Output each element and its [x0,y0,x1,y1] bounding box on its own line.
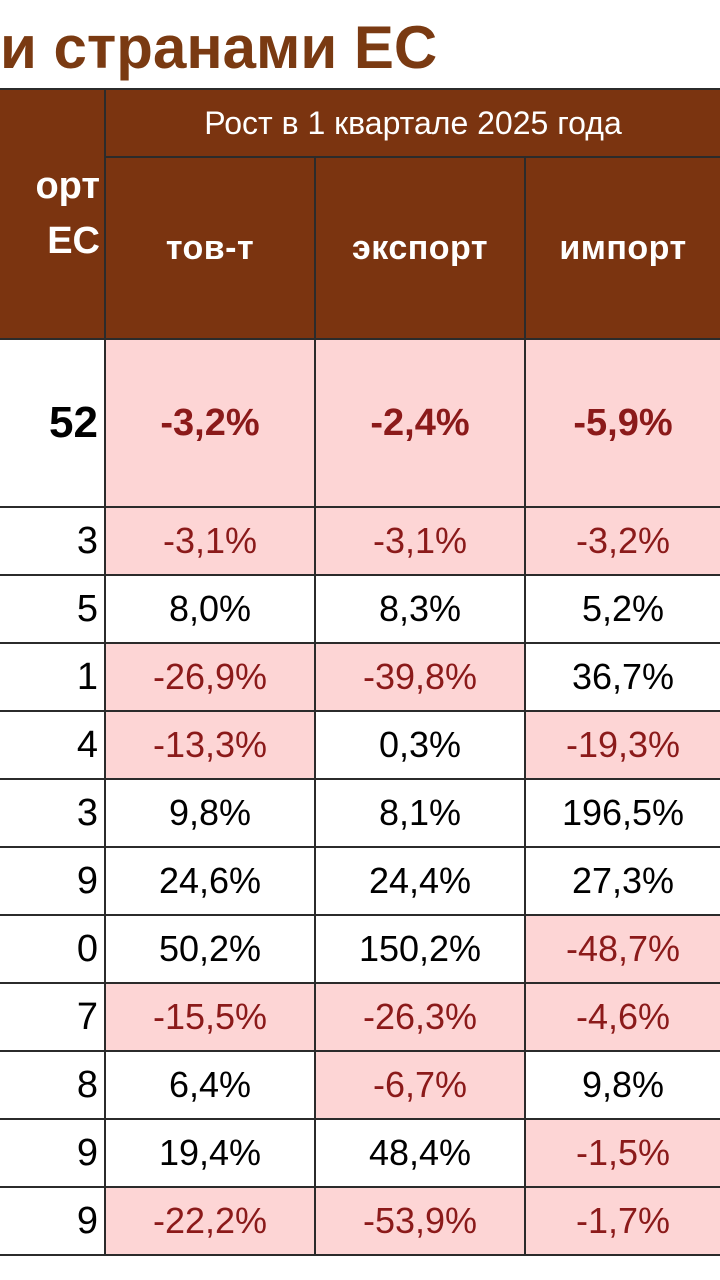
import-cell: -48,7% [523,914,720,984]
import-cell: -3,2% [523,506,720,576]
page-title: и странами ЕС [0,14,438,81]
export-cell: 24,4% [314,846,526,916]
column-header-turnover: тов-т [104,156,316,340]
export-cell: -53,9% [314,1186,526,1256]
turnover-cell: 24,6% [104,846,316,916]
import-cell: 9,8% [523,1050,720,1120]
table-row: 9 -22,2% -53,9% -1,7% [0,1186,720,1256]
import-cell: -1,5% [523,1118,720,1188]
table-row: 4 -13,3% 0,3% -19,3% [0,710,720,780]
export-cell: 150,2% [314,914,526,984]
turnover-cell: 19,4% [104,1118,316,1188]
table-row: 8 6,4% -6,7% 9,8% [0,1050,720,1120]
turnover-cell: -22,2% [104,1186,316,1256]
row-left-value: 52 [0,338,106,508]
row-left-value: 4 [0,710,106,780]
header-row-top: орт ЕС Рост в 1 квартале 2025 года [0,88,720,340]
import-cell: -1,7% [523,1186,720,1256]
export-cell: 48,4% [314,1118,526,1188]
export-cell: 8,3% [314,574,526,644]
import-cell: 196,5% [523,778,720,848]
row-left-value: 9 [0,1118,106,1188]
row-left-value: 3 [0,778,106,848]
row-left-value: 0 [0,914,106,984]
column-header-export: экспорт [314,156,526,340]
import-cell: -5,9% [523,338,720,508]
import-cell: 27,3% [523,846,720,916]
import-cell: 36,7% [523,642,720,712]
row-left-value: 3 [0,506,106,576]
row-left-value: 9 [0,1186,106,1256]
header-group-label: Рост в 1 квартале 2025 года [103,88,720,158]
column-header-import: импорт [523,156,720,340]
header-left-line2: ЕС [47,220,100,262]
table-row: 9 24,6% 24,4% 27,3% [0,846,720,916]
turnover-cell: -13,3% [104,710,316,780]
turnover-cell: -3,2% [104,338,316,508]
table-row: 7 -15,5% -26,3% -4,6% [0,982,720,1052]
export-cell: -26,3% [314,982,526,1052]
export-cell: -2,4% [314,338,526,508]
row-left-value: 7 [0,982,106,1052]
header-left-line1: орт [35,164,100,207]
row-left-value: 8 [0,1050,106,1120]
import-cell: -19,3% [523,710,720,780]
import-cell: 5,2% [523,574,720,644]
header-row-sub: тов-т экспорт импорт [0,156,720,340]
import-cell: -4,6% [523,982,720,1052]
turnover-cell: 8,0% [104,574,316,644]
row-left-value: 1 [0,642,106,712]
turnover-cell: -15,5% [104,982,316,1052]
header-left-cell: орт ЕС [0,88,106,340]
turnover-cell: 9,8% [104,778,316,848]
table-row: 5 8,0% 8,3% 5,2% [0,574,720,644]
total-row: 52 -3,2% -2,4% -5,9% [0,338,720,508]
export-cell: 0,3% [314,710,526,780]
table-row: 3 9,8% 8,1% 196,5% [0,778,720,848]
turnover-cell: -3,1% [104,506,316,576]
row-left-value: 5 [0,574,106,644]
row-left-value: 9 [0,846,106,916]
turnover-cell: -26,9% [104,642,316,712]
trade-table: орт ЕС Рост в 1 квартале 2025 года тов-т… [0,88,720,1256]
table-row: 9 19,4% 48,4% -1,5% [0,1118,720,1188]
table-row: 1 -26,9% -39,8% 36,7% [0,642,720,712]
export-cell: -3,1% [314,506,526,576]
turnover-cell: 6,4% [104,1050,316,1120]
table-row: 3 -3,1% -3,1% -3,2% [0,506,720,576]
export-cell: 8,1% [314,778,526,848]
table-row: 0 50,2% 150,2% -48,7% [0,914,720,984]
export-cell: -6,7% [314,1050,526,1120]
turnover-cell: 50,2% [104,914,316,984]
export-cell: -39,8% [314,642,526,712]
